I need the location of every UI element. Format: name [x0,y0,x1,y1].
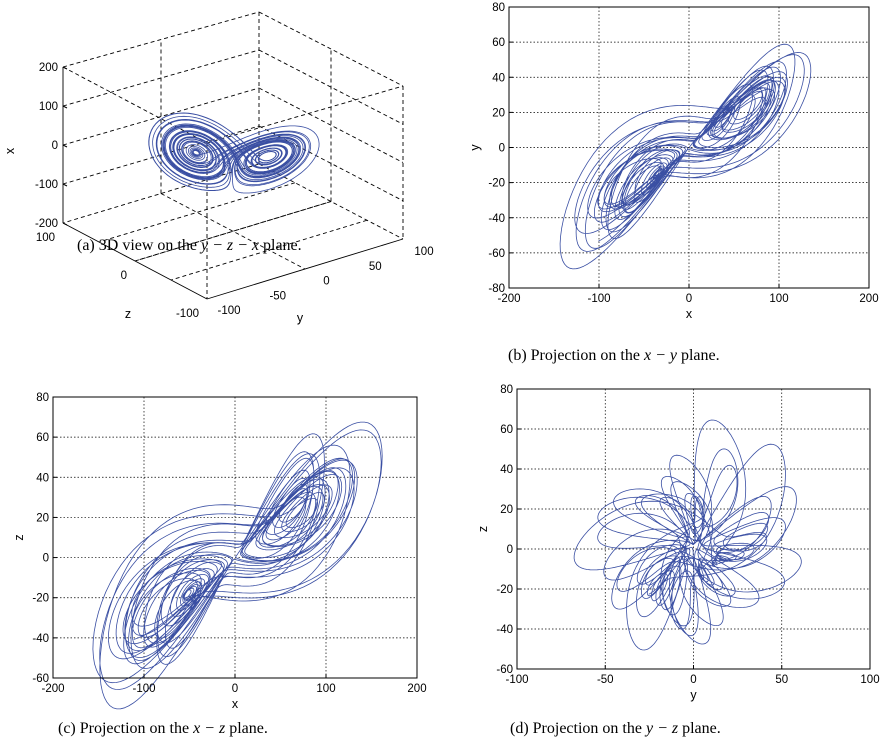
box-edge [62,66,208,144]
caption-b: (b) Projection on the x − y plane. [508,347,720,364]
x-tick-label: -50 [597,674,614,686]
y-tick-label: 80 [36,392,49,404]
box-edge [258,163,404,240]
y-axis-label: z [12,534,26,540]
series-trajectory [573,419,802,651]
x-tick-label: 100 [316,683,335,695]
x-axis-label: y [297,311,304,325]
floor-grid-line [134,201,332,262]
y-tick-label: 20 [36,512,49,524]
z-tick-label: -200 [35,218,58,230]
floor-grid-line [170,219,368,281]
x-tick-label: -100 [132,683,155,695]
x-tick-label: 100 [414,246,433,258]
y-tick-label: 60 [500,424,513,436]
y-tick-label: -40 [32,633,49,645]
z-tick-mark [62,183,68,187]
y-tick-label: -80 [488,283,505,295]
x-tick-label: 100 [860,674,879,686]
y-tick-label: 0 [507,544,513,556]
z-tick-mark [62,105,68,109]
y-axis-label: z [476,526,490,532]
grid-line [258,87,404,163]
y-tick-label: 20 [492,107,505,119]
floor-grid-line [98,182,296,243]
x-tick-label: 0 [232,683,238,695]
z-tick-mark [62,66,68,70]
x-tick-label: 0 [323,276,329,288]
y-tick-label: 60 [36,432,49,444]
y-tick-label: -100 [176,308,199,320]
box-edge [62,163,260,224]
box-edge [206,85,404,144]
y-axis-line [62,222,208,300]
y-tick-label: 0 [43,553,49,565]
series-trajectory [92,421,383,710]
series-trajectory-3d [148,112,320,194]
y-tick-label: 0 [499,143,505,155]
y-tick-label: 0 [121,270,127,282]
x-tick-label: 200 [407,683,426,695]
x-axis-label: y [690,688,697,702]
caption-c: (c) Projection on the x − z plane. [58,720,268,737]
x-tick-label: 200 [859,293,878,305]
y-tick-label: 40 [36,472,49,484]
x-tick-label: 100 [769,293,788,305]
x-tick-label: 0 [690,674,696,686]
x-tick-label: -100 [505,674,528,686]
y-axis-label: z [125,307,131,321]
y-axis-label: y [468,144,482,151]
x-tick-label: 50 [369,261,382,273]
x-axis-line [206,238,404,300]
x-tick-label: 50 [775,674,788,686]
floor-grid-line [134,201,332,262]
y-tick-label: 80 [492,2,505,14]
box-edge [62,11,260,68]
grid-line [62,87,260,146]
chart-panel-d: -100 -50 0 50 100 -60 -40 -20 0 20 40 60 80 y z [476,384,880,702]
chart-panel-a: -200 -100 0 100 200 100 0 -100 -100 -50 0 50 100 x z y [3,11,434,325]
y-tick-label: 20 [500,504,513,516]
z-tick-label: 100 [39,101,58,113]
z-tick-label: -100 [35,179,58,191]
y-tick-label: -20 [32,593,49,605]
z-tick-mark [62,144,68,148]
x-tick-label: -200 [41,683,64,695]
x-tick-label: -100 [217,305,240,317]
x-axis-label: x [232,697,239,711]
y-tick-label: -60 [32,673,49,685]
y-tick-label: 100 [36,232,55,244]
y-tick-label: -40 [488,213,505,225]
y-tick-label: -60 [496,664,513,676]
z-axis-label: x [3,147,17,154]
grid-line [258,49,404,125]
z-tick-mark [62,222,68,226]
floor-grid-line [160,193,306,270]
x-tick-label: -200 [497,293,520,305]
y-tick-label: 40 [500,464,513,476]
y-tick-label: -20 [488,178,505,190]
caption-d: (d) Projection on the y − z plane. [510,720,721,737]
y-tick-label: -60 [488,248,505,260]
x-axis-label: x [686,307,693,321]
x-tick-label: 0 [686,293,692,305]
z-tick-label: 0 [52,140,58,152]
grid-line [258,125,404,202]
x-tick-label: -50 [269,290,286,302]
series-trajectory [559,43,812,270]
caption-a: (a) 3D view on the y − z − x plane. [77,237,302,254]
x-tick-label: -100 [587,293,610,305]
y-tick-label: -20 [496,584,513,596]
y-tick-label: 80 [500,384,513,396]
box-edge [258,11,404,87]
y-tick-label: 40 [492,72,505,84]
z-tick-label: 200 [39,62,58,74]
y-tick-label: -40 [496,624,513,636]
y-tick-label: 60 [492,37,505,49]
